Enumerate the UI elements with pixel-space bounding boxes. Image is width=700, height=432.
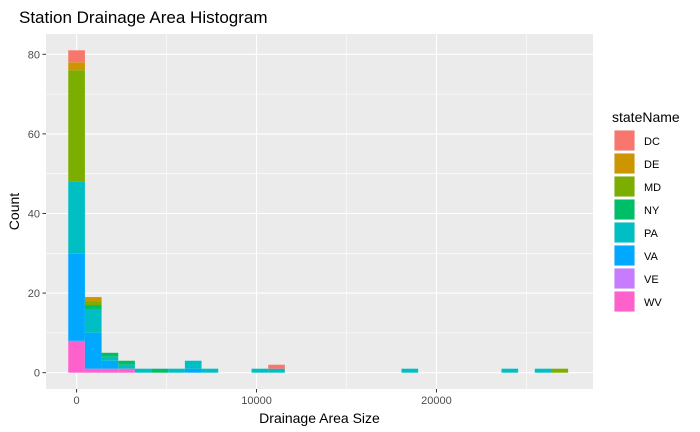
bar-segment-pa [251, 368, 269, 373]
bar-segment-pa [201, 368, 219, 373]
bar-segment-ny [151, 368, 169, 373]
bar-segment-va [68, 253, 85, 341]
legend-label-ve: VE [644, 274, 659, 286]
chart-title: Station Drainage Area Histogram [19, 8, 268, 27]
legend-label-va: VA [644, 251, 659, 263]
legend-label-wv: WV [644, 297, 662, 309]
legend-key-va [614, 245, 635, 266]
y-tick-label: 40 [28, 208, 40, 220]
y-tick-label: 80 [28, 49, 40, 61]
legend-title: stateName [612, 109, 680, 125]
bar-segment-wv [101, 368, 119, 373]
legend-label-pa: PA [644, 228, 659, 240]
x-axis-ticks: 0 10000 20000 [74, 389, 452, 407]
bar-segment-md [84, 301, 102, 306]
legend-key-ve [614, 268, 635, 289]
bar-segment-pa [68, 181, 85, 254]
bar-segment-dc [68, 50, 85, 63]
x-tick-label: 20000 [421, 395, 452, 407]
legend-label-ny: NY [644, 205, 660, 217]
bar-segment-va [101, 360, 119, 369]
bar-segment-ny [84, 305, 102, 310]
legend: stateName DC DE MD NY PA VA VE WV [612, 109, 680, 312]
grid-minor [46, 34, 593, 389]
x-axis-label: Drainage Area Size [259, 410, 380, 426]
bar-segment-wv [68, 340, 85, 373]
bar-segment-pa [268, 368, 285, 373]
legend-key-dc [614, 130, 635, 151]
legend-key-ny [614, 199, 635, 220]
bar-segment-pa [501, 368, 519, 373]
x-tick-label: 0 [74, 395, 80, 407]
bar-segment-de [68, 62, 85, 71]
legend-label-md: MD [644, 182, 661, 194]
plot-panel [46, 34, 593, 389]
legend-label-dc: DC [644, 136, 660, 148]
bar-segment-pa [118, 364, 135, 369]
legend-key-pa [614, 222, 635, 243]
bar-segment-wv [84, 368, 102, 373]
bar-segment-ny [118, 360, 135, 365]
bar-segment-va [184, 368, 202, 373]
legend-key-wv [614, 291, 635, 312]
legend-label-de: DE [644, 159, 659, 171]
bar-segment-pa [534, 368, 552, 373]
y-axis-ticks: 0 20 40 60 80 [28, 49, 46, 380]
y-axis-label: Count [6, 193, 22, 230]
bar-segment-md [68, 70, 85, 182]
y-tick-label: 60 [28, 129, 40, 141]
legend-key-md [614, 176, 635, 197]
bar-segment-va [84, 332, 102, 369]
bar-segment-de [84, 297, 102, 302]
bar-segment-pa [134, 368, 152, 373]
x-tick-label: 10000 [241, 395, 272, 407]
bar-segment-dc [268, 364, 285, 369]
bar-segment-pa [101, 356, 119, 361]
bar-segment-wv [118, 368, 135, 373]
bar-segment-pa [401, 368, 419, 373]
bar-segment-md [551, 368, 569, 373]
bar-segment-ny [101, 352, 119, 357]
y-tick-label: 0 [34, 368, 40, 380]
bar-segment-pa [168, 368, 185, 373]
bar-segment-pa [184, 360, 202, 369]
bar-segment-pa [84, 309, 102, 333]
legend-key-de [614, 153, 635, 174]
y-tick-label: 20 [28, 288, 40, 300]
histogram-bars [68, 50, 569, 373]
